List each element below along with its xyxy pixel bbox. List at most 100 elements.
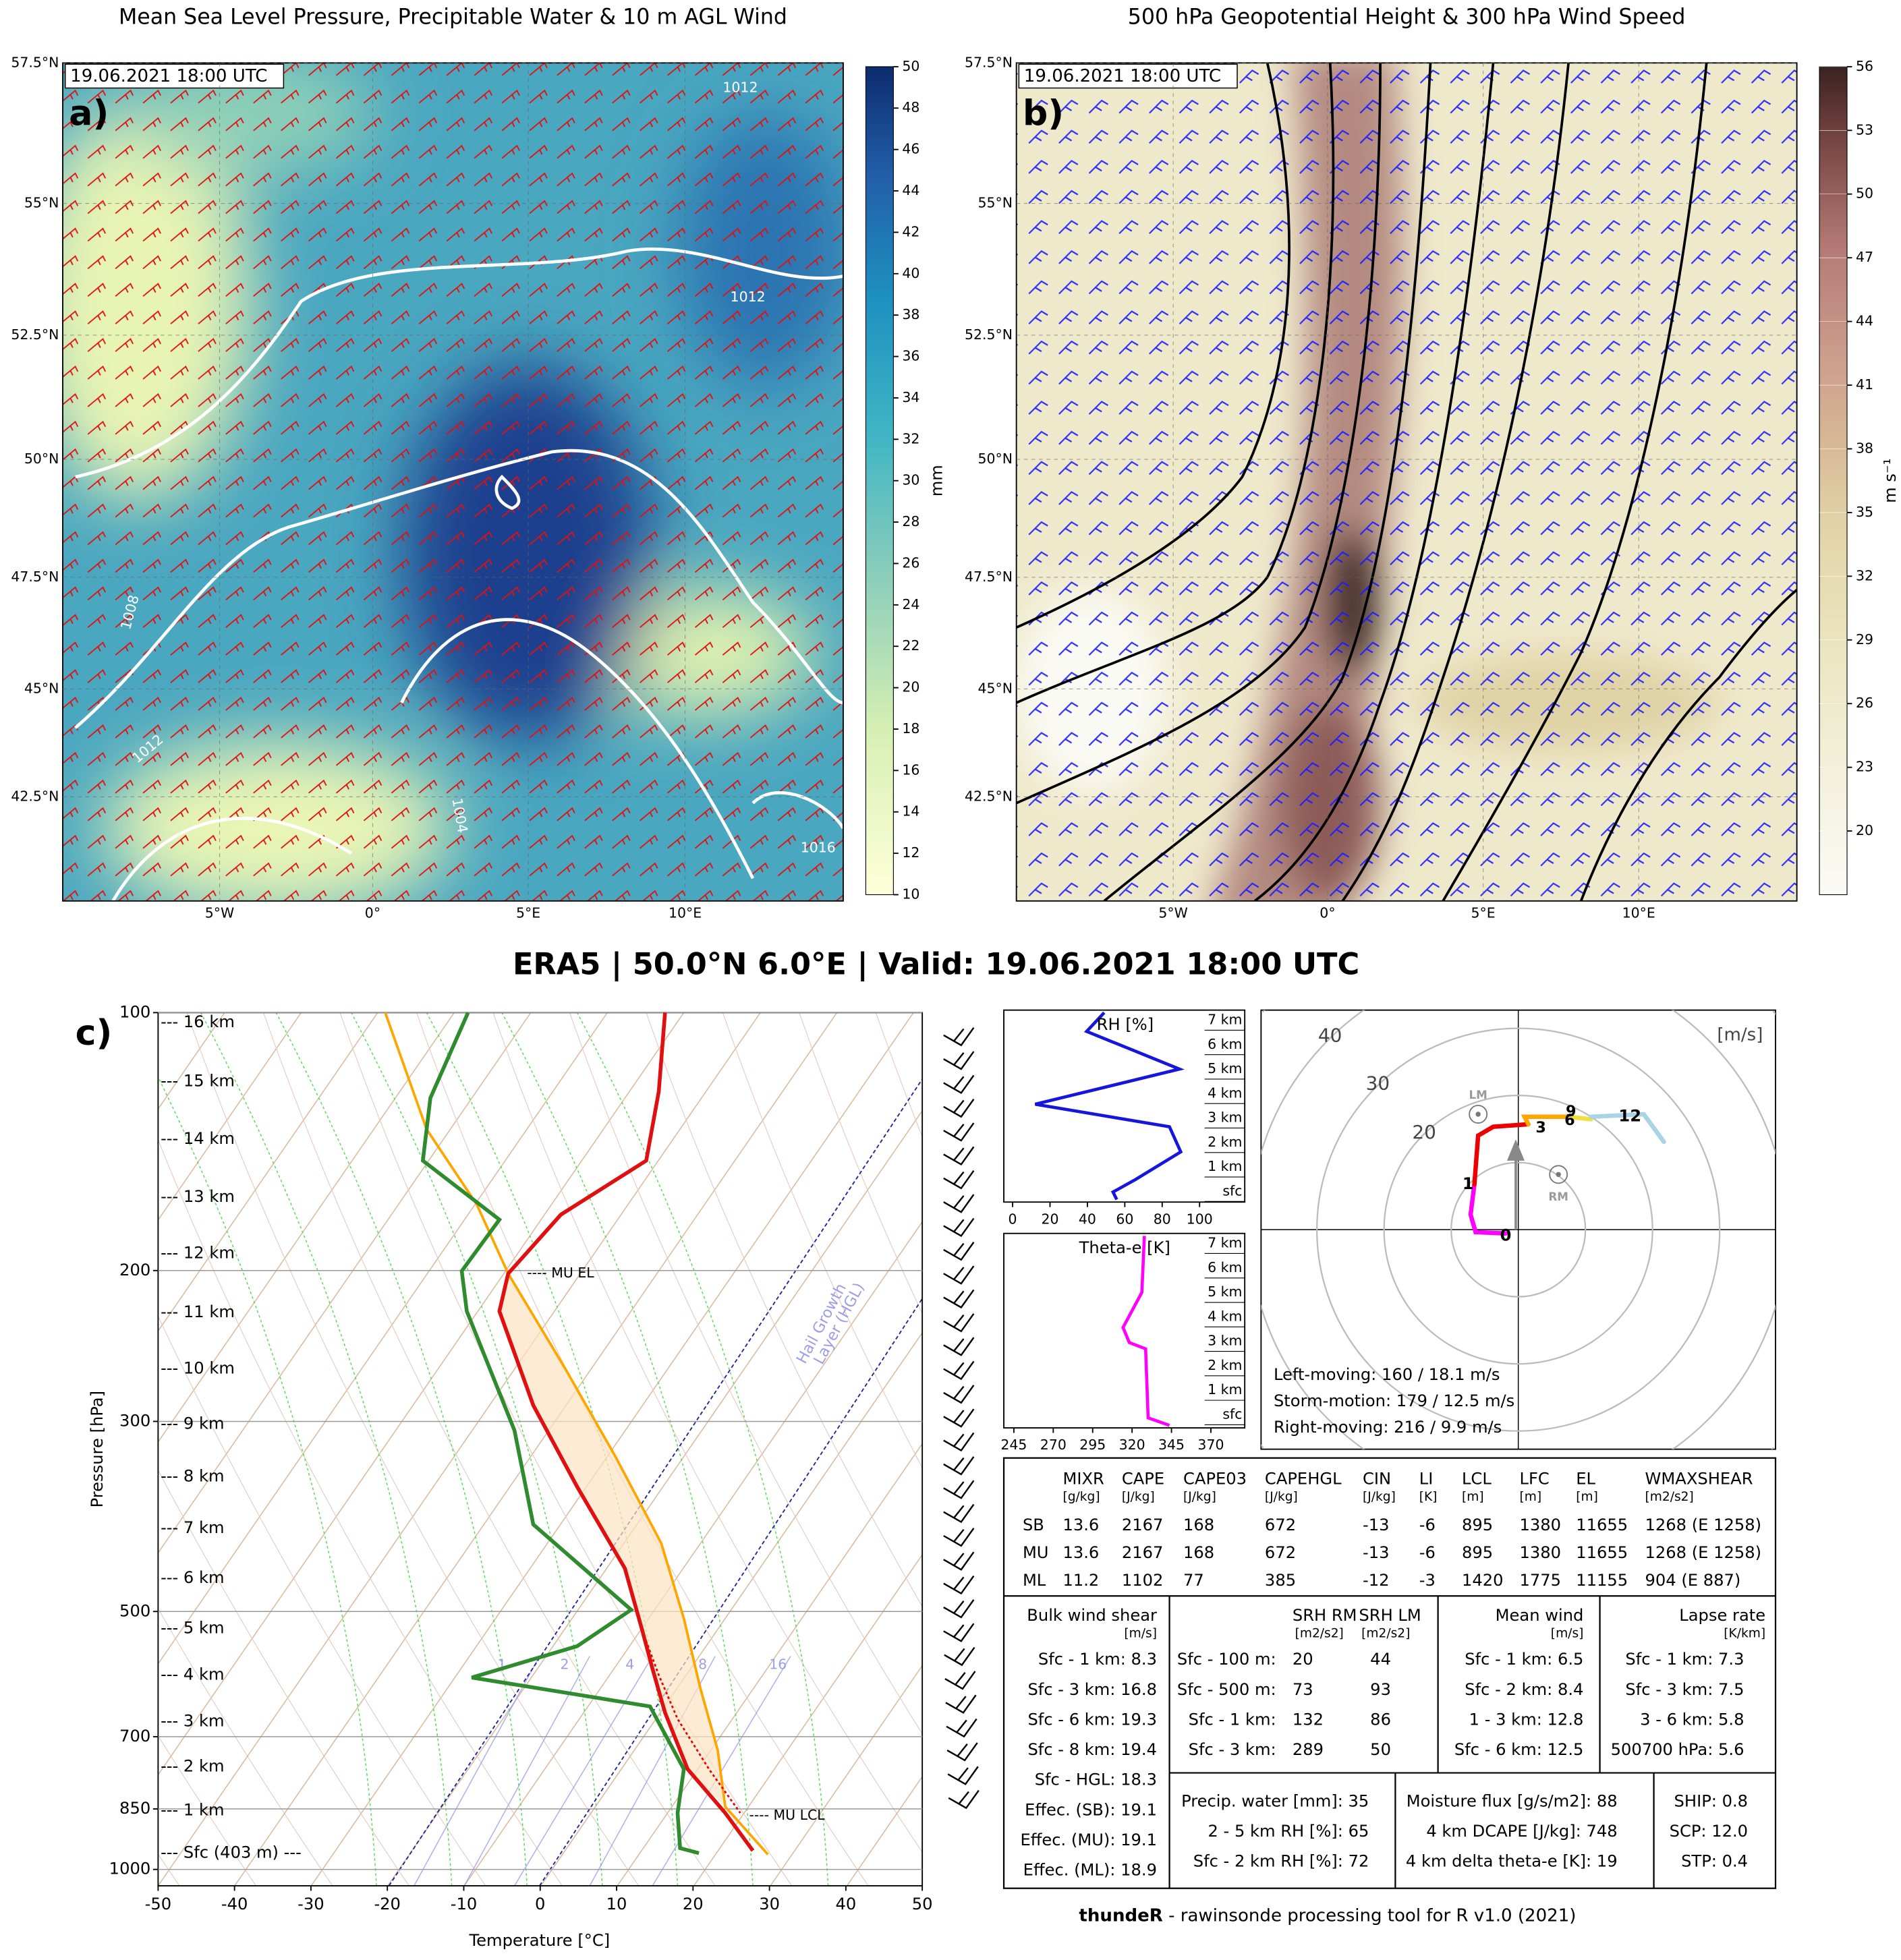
dry-adiabat <box>416 1012 869 1886</box>
wind-barb <box>943 1289 975 1309</box>
wind-barb <box>943 1146 975 1166</box>
virtual-temp <box>642 1630 741 1814</box>
x-tick-label: 40 <box>835 1895 856 1913</box>
table-cell: 11655 <box>1576 1543 1628 1562</box>
colorbar-tick-label: 22 <box>902 637 919 654</box>
height-label: --- 6 km <box>161 1568 224 1587</box>
table-cell: -6 <box>1419 1516 1436 1534</box>
height-label: --- 2 km <box>161 1756 224 1775</box>
height-label: 2 km <box>1208 1134 1242 1150</box>
section-row: Effec. (MU): 19.1 <box>1020 1831 1157 1849</box>
colorbar-b <box>1819 66 1848 896</box>
section-row: Sfc - 3 km: <box>1189 1740 1276 1759</box>
height-label: --- 11 km <box>161 1302 235 1321</box>
table-header: CAPE03 <box>1183 1469 1247 1488</box>
mixing-ratio <box>414 1656 540 1886</box>
wind-barb <box>943 1194 975 1213</box>
section-row: SCP: 12.0 <box>1670 1822 1748 1841</box>
hodo-note: Storm-motion: 179 / 12.5 m/s <box>1274 1391 1514 1410</box>
moist-adiabat <box>200 1012 453 1886</box>
section-row: 1 - 3 km: 12.8 <box>1469 1710 1584 1729</box>
ring-label: 30 <box>1366 1072 1390 1094</box>
wind-barb <box>943 1432 975 1452</box>
isotherm <box>463 1221 923 1886</box>
wind-barb <box>943 1337 975 1356</box>
wind-barb <box>945 1694 977 1714</box>
hodo-ring <box>1383 1095 1653 1365</box>
parcel-profile <box>384 1012 769 1855</box>
table-unit: [J/kg] <box>1265 1490 1298 1504</box>
table-header: CIN <box>1363 1469 1391 1488</box>
moist-adiabat <box>351 1012 603 1886</box>
table-cell: 168 <box>1183 1516 1214 1534</box>
footer-bold: thundeR <box>1079 1905 1162 1926</box>
skewt-frame <box>157 1012 924 1886</box>
colorbar-tick-label: 10 <box>902 886 919 902</box>
colorbar-tick-label: 35 <box>1856 504 1873 520</box>
lat-tick-label: 42.5°N <box>965 788 1013 804</box>
colorbar-tick-label: 41 <box>1856 376 1873 393</box>
hodo-note: Left-moving: 160 / 18.1 m/s <box>1274 1365 1500 1384</box>
colorbar-tick-label: 44 <box>902 182 919 198</box>
section-row: Sfc - 2 km: 8.4 <box>1465 1680 1583 1699</box>
wind-barb <box>948 1789 980 1810</box>
wind-barb <box>943 1528 975 1547</box>
section-title: Bulk wind shear <box>1027 1606 1157 1625</box>
isotherm <box>693 1553 923 1886</box>
hodo-unit: [m/s] <box>1717 1025 1763 1045</box>
section-title: Lapse rate <box>1679 1606 1765 1625</box>
table-cell: 1268 (E 1258) <box>1645 1543 1762 1562</box>
colorbar-tick-label: 30 <box>902 472 919 488</box>
wind-barb <box>943 1623 975 1642</box>
x-tick-label: 345 <box>1158 1437 1185 1453</box>
section-row: Sfc - 6 km: 19.3 <box>1027 1710 1156 1729</box>
dry-adiabat <box>158 1315 486 1886</box>
moist-adiabat <box>576 1012 829 1886</box>
cape-area <box>499 1273 726 1807</box>
colorbar-tick-label: 40 <box>902 265 919 281</box>
table-frame <box>1002 1457 1777 1889</box>
height-label: --- 3 km <box>161 1711 224 1730</box>
hodograph <box>1261 1010 1776 1449</box>
section-row: 3 - 6 km: 5.8 <box>1640 1710 1744 1729</box>
mixing-ratio <box>463 1656 590 1886</box>
y-tick-label: 300 <box>119 1411 150 1430</box>
wind-barb <box>944 1646 975 1667</box>
table-cell: 385 <box>1265 1571 1296 1590</box>
lat-tick-label: 47.5°N <box>965 569 1013 585</box>
section-row: 4 km delta theta-e [K]: 19 <box>1406 1852 1618 1871</box>
colorbar-tick-label: 16 <box>902 761 919 778</box>
hgl-line <box>539 1298 923 1886</box>
section-row: Effec. (ML): 18.9 <box>1023 1861 1157 1880</box>
wind-barb <box>943 1575 975 1595</box>
lat-tick-label: 57.5°N <box>965 54 1013 70</box>
x-tick-label: 20 <box>1041 1211 1058 1227</box>
section-row: 289 <box>1293 1740 1324 1759</box>
x-tick-label: -30 <box>297 1895 324 1913</box>
dewpoint-profile <box>420 1012 700 1855</box>
y-tick-label: 1000 <box>109 1860 151 1878</box>
table-unit: [J/kg] <box>1183 1490 1216 1504</box>
dry-adiabat <box>158 1138 563 1886</box>
hodograph-trace <box>1468 1112 1666 1236</box>
profile-label: Theta-e [K] <box>1079 1238 1170 1257</box>
ring-label: 20 <box>1412 1121 1436 1143</box>
height-label: 7 km <box>1208 1235 1242 1251</box>
wind-barb <box>943 1385 975 1404</box>
x-tick-label: 295 <box>1079 1437 1106 1453</box>
panel-label: c) <box>76 1013 113 1054</box>
wind-barb <box>943 1027 975 1047</box>
x-tick-label: 60 <box>1116 1211 1133 1227</box>
table-cell: 13.6 <box>1062 1543 1099 1562</box>
lat-tick-label: 47.5°N <box>11 569 59 585</box>
storm-motion-head <box>1506 1139 1525 1161</box>
table-unit: [J/kg] <box>1363 1490 1396 1504</box>
wind-barb <box>943 1099 975 1118</box>
section-row: Sfc - 3 km: 16.8 <box>1027 1680 1156 1699</box>
height-label: --- 9 km <box>161 1414 224 1433</box>
colorbar-label: m s⁻¹ <box>1881 459 1900 503</box>
isotherm <box>158 1012 608 1665</box>
table-cell: ML <box>1023 1571 1046 1590</box>
timestamp: 19.06.2021 18:00 UTC <box>1024 66 1221 86</box>
table-cell: 672 <box>1265 1516 1296 1534</box>
